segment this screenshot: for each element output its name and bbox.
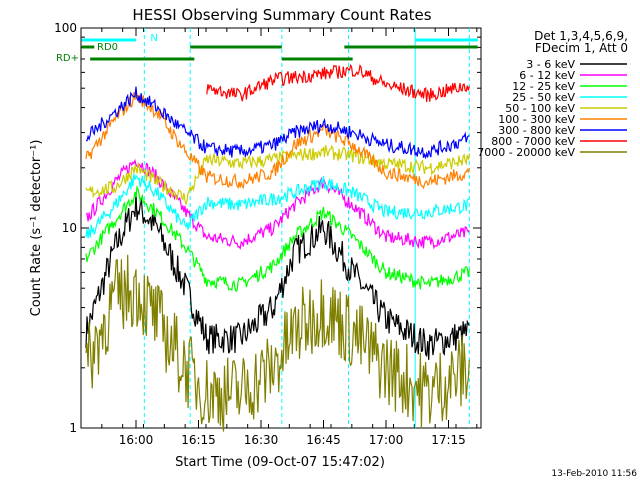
legend-label-3: 25 - 50 keV <box>512 91 575 104</box>
y-axis-label: Count Rate (s⁻¹ detector⁻¹) <box>29 140 44 317</box>
legend-label-1: 6 - 12 keV <box>519 69 575 82</box>
series-line-0 <box>85 192 470 360</box>
flag-label-rd0: RD0 <box>97 42 118 53</box>
y-tick-label-100: 100 <box>54 21 77 35</box>
series-line-2 <box>85 185 470 292</box>
y-tick-label-10: 10 <box>62 221 77 235</box>
chart-title: HESSI Observing Summary Count Rates <box>132 6 431 24</box>
series-line-4 <box>85 144 470 205</box>
y-tick-label-1: 1 <box>69 421 77 435</box>
x-tick-label-1715: 17:15 <box>431 433 466 447</box>
x-axis-label: Start Time (09-Oct-07 15:47:02) <box>175 455 385 470</box>
legend-label-5: 100 - 300 keV <box>498 113 575 126</box>
legend-label-4: 50 - 100 keV <box>505 102 575 115</box>
x-tick-label-1600: 16:00 <box>119 433 154 447</box>
legend-label-8: 7000 - 20000 keV <box>477 146 575 159</box>
legend-label-2: 12 - 25 keV <box>512 80 575 93</box>
legend-label-7: 800 - 7000 keV <box>491 135 575 148</box>
plot-area: 1 10 100 16:00 16:15 16:30 16:45 17:00 17:15 N RD0… <box>54 21 627 447</box>
legend-header-line-2: FDecim 1, Att 0 <box>535 41 628 55</box>
series-line-5 <box>85 91 470 190</box>
x-tick-label-1645: 16:45 <box>306 433 341 447</box>
x-tick-label-1630: 16:30 <box>244 433 279 447</box>
legend-label-0: 3 - 6 keV <box>526 58 575 71</box>
flag-label-rd: RD+ <box>56 53 79 64</box>
footer-timestamp: 13-Feb-2010 11:56 <box>551 469 637 479</box>
x-tick-label-1700: 17:00 <box>369 433 404 447</box>
legend-label-6: 300 - 800 keV <box>498 124 575 137</box>
series-line-3 <box>85 173 470 239</box>
series-line-7 <box>206 63 470 102</box>
flag-label-n: N <box>150 33 157 44</box>
x-tick-label-1615: 16:15 <box>181 433 216 447</box>
series-line-8 <box>85 254 470 432</box>
series-line-6 <box>86 86 470 160</box>
series-line-1 <box>85 158 470 250</box>
legend-header-line-1: Det 1,3,4,5,6,9, <box>534 29 628 43</box>
